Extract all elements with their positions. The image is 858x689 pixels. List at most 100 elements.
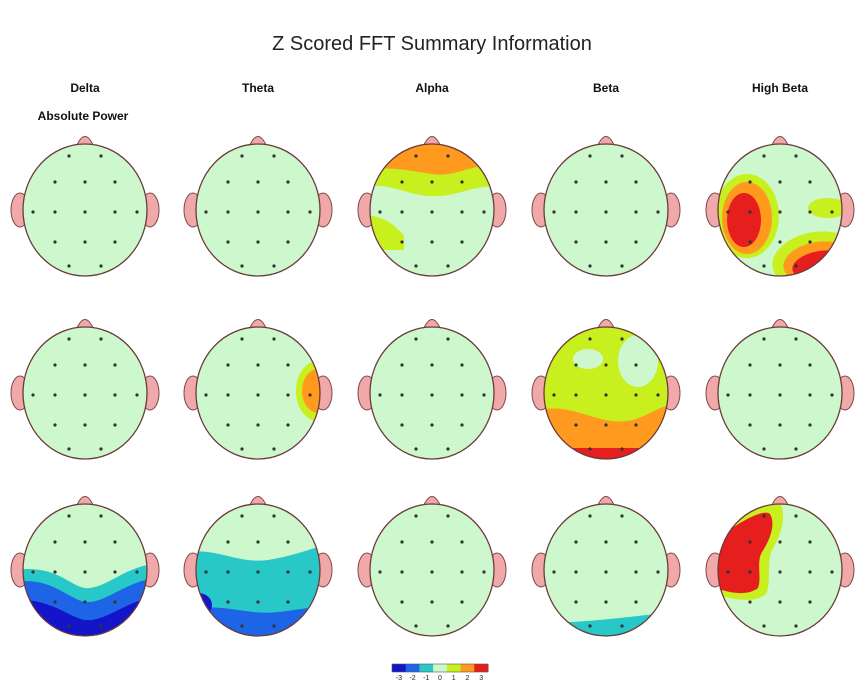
electrode-dot [588,337,592,341]
band-label-high-beta: High Beta [752,81,808,95]
electrode-dot [588,624,592,628]
electrode-dot [778,570,782,574]
electrode-dot [83,363,87,367]
electrode-dot [99,337,103,341]
zscore-region [380,194,416,222]
electrode-dot [99,624,103,628]
electrode-dot [99,514,103,518]
electrode-dot [460,180,464,184]
electrode-dot [460,363,464,367]
electrode-dot [588,514,592,518]
electrode-dot [748,363,752,367]
head-outline [717,143,843,277]
electrode-dot [240,264,244,268]
electrode-dot [808,570,812,574]
electrode-dot [574,393,578,397]
electrode-dot [762,154,766,158]
electrode-dot [400,600,404,604]
electrode-dot [31,393,35,397]
electrode-dot [256,570,260,574]
electrode-dot [748,600,752,604]
electrode-dot [286,570,290,574]
electrode-dot [430,240,434,244]
zscore-region [808,198,842,218]
electrode-dot [400,180,404,184]
electrode-dot [620,624,624,628]
electrode-dot [378,393,382,397]
electrode-dot [99,447,103,451]
topomap-theta-row2 [183,319,333,460]
head-outline [369,326,495,460]
electrode-dot [552,393,556,397]
electrode-dot [604,540,608,544]
electrode-dot [762,264,766,268]
electrode-dot [588,264,592,268]
electrode-dot [794,514,798,518]
electrode-dot [286,540,290,544]
electrode-dot [226,180,230,184]
electrode-dot [53,210,57,214]
zscore-region [302,369,320,413]
electrode-dot [53,240,57,244]
colorbar-tick-label: 3 [479,675,483,682]
electrode-dot [430,570,434,574]
electrode-dot [400,570,404,574]
electrode-dot [430,180,434,184]
electrode-dot [778,210,782,214]
electrode-dot [778,240,782,244]
head-outline [195,503,321,637]
electrode-dot [113,570,117,574]
electrode-dot [272,154,276,158]
head-outline [195,326,321,460]
topomap-alpha-row3 [357,496,507,637]
electrode-dot [135,393,139,397]
electrode-dot [748,240,752,244]
electrode-dot [460,210,464,214]
colorbar-tick-label: -3 [396,675,402,682]
electrode-dot [574,240,578,244]
electrode-dot [748,540,752,544]
electrode-dot [778,540,782,544]
band-label-beta: Beta [593,81,619,95]
row-label-absolute-power: Absolute Power [38,109,129,123]
electrode-dot [620,514,624,518]
electrode-dot [604,180,608,184]
electrode-dot [83,423,87,427]
electrode-dot [226,600,230,604]
electrode-dot [53,363,57,367]
electrode-dot [256,363,260,367]
electrode-dot [762,624,766,628]
electrode-dot [99,154,103,158]
electrode-dot [240,514,244,518]
topomap-theta-row1 [183,136,333,277]
colorbar-swatch [392,664,407,672]
colorbar-swatch [433,664,448,672]
electrode-dot [378,570,382,574]
electrode-dot [726,210,730,214]
head-outline [195,143,321,277]
electrode-dot [446,337,450,341]
electrode-dot [808,393,812,397]
electrode-dot [634,540,638,544]
electrode-dot [256,600,260,604]
electrode-dot [808,363,812,367]
electrode-dot [588,447,592,451]
electrode-dot [574,363,578,367]
colorbar-swatch [446,664,462,672]
electrode-dot [113,210,117,214]
electrode-dot [808,180,812,184]
electrode-dot [226,240,230,244]
electrode-dot [272,514,276,518]
electrode-dot [656,570,660,574]
electrode-dot [574,570,578,574]
electrode-dot [83,210,87,214]
electrode-dot [778,423,782,427]
topomap-beta-row1 [531,136,681,277]
electrode-dot [778,600,782,604]
electrode-dot [794,264,798,268]
electrode-dot [53,393,57,397]
electrode-dot [286,240,290,244]
electrode-dot [226,570,230,574]
electrode-dot [53,540,57,544]
